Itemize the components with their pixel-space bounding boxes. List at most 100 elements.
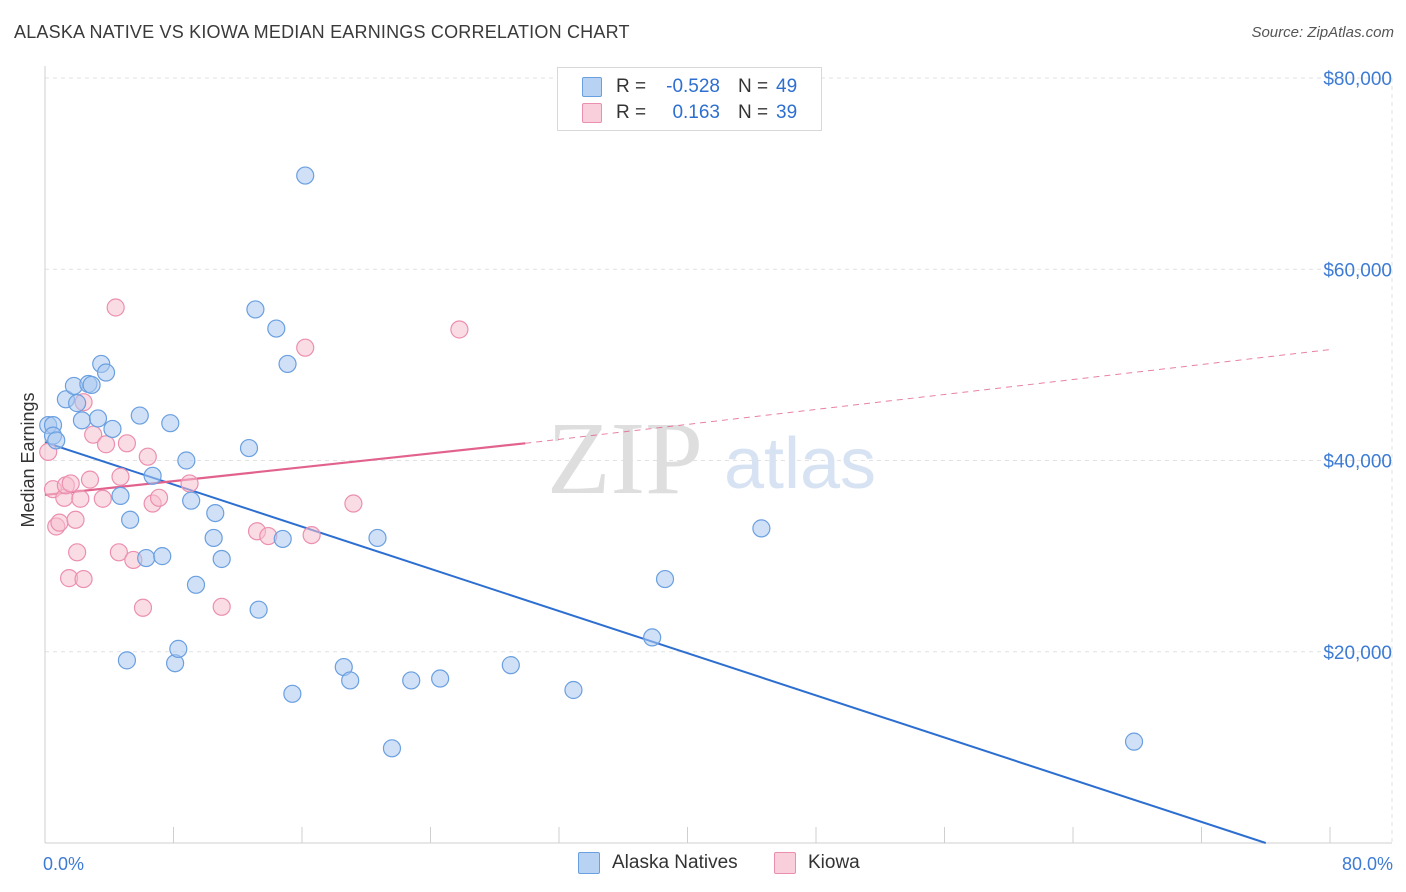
point-kiowa <box>66 510 85 529</box>
y-axis-label: Median Earnings <box>18 392 38 527</box>
y-tick-label: $40,000 <box>1323 452 1392 473</box>
point-alaska-native <box>186 575 206 594</box>
series-legend: Alaska Natives Kiowa <box>0 850 1406 878</box>
y-tick-label: $80,000 <box>1323 69 1392 90</box>
legend-n-value: 49 <box>776 76 798 97</box>
y-tick-label: $60,000 <box>1323 260 1392 281</box>
point-kiowa <box>74 569 93 589</box>
y-tick-labels: $20,000 $40,000 $60,000 $80,000 <box>1323 69 1392 664</box>
legend-n-value: 39 <box>776 102 798 123</box>
point-alaska-native <box>1124 732 1144 751</box>
x-tick-label-min: 0.0% <box>43 854 84 874</box>
source-credit: Source: ZipAtlas.com <box>1251 24 1394 41</box>
watermark-zip: ZIP <box>547 401 703 516</box>
legend-swatch-pink <box>774 852 796 874</box>
point-alaska-native <box>278 354 297 374</box>
legend-row-alaska: R = -0.528 N = 49 <box>582 74 797 100</box>
point-kiowa <box>61 474 80 493</box>
point-alaska-native <box>117 651 137 670</box>
point-alaska-native <box>564 680 583 700</box>
x-tick-label-max: 80.0% <box>1342 854 1393 874</box>
point-kiowa <box>117 434 137 453</box>
point-alaska-native <box>273 529 292 549</box>
point-kiowa <box>180 474 199 493</box>
point-alaska-native <box>143 466 162 485</box>
point-alaska-native <box>239 438 259 458</box>
watermark: ZIP atlas <box>547 401 876 516</box>
point-kiowa <box>96 435 116 454</box>
point-alaska-native <box>153 547 172 566</box>
point-alaska-native <box>182 491 201 510</box>
legend-r-label: R = <box>616 102 647 123</box>
y-tick-label: $20,000 <box>1323 643 1392 664</box>
legend-r-value: -0.528 <box>666 76 720 97</box>
legend-n-label: N = <box>738 102 769 123</box>
point-alaska-native <box>267 319 286 338</box>
legend-swatch-pink <box>582 103 602 123</box>
point-alaska-native <box>368 528 387 548</box>
point-alaska-native <box>246 300 265 319</box>
point-alaska-native <box>402 671 421 690</box>
legend-swatch-blue <box>582 77 602 97</box>
legend-label-alaska-natives: Alaska Natives <box>612 852 738 873</box>
point-kiowa <box>212 597 231 616</box>
point-kiowa <box>133 598 153 617</box>
point-kiowa <box>80 470 100 489</box>
point-alaska-native <box>752 519 771 538</box>
point-alaska-native <box>121 510 140 529</box>
legend-r-value: 0.163 <box>672 102 720 123</box>
point-alaska-native <box>82 375 101 395</box>
point-kiowa <box>106 298 125 317</box>
point-alaska-native <box>204 528 223 548</box>
point-alaska-native <box>382 739 402 758</box>
point-kiowa <box>450 320 469 339</box>
point-alaska-native <box>72 411 92 430</box>
watermark-atlas: atlas <box>724 424 876 504</box>
point-alaska-native <box>655 569 675 589</box>
point-alaska-native <box>137 548 156 568</box>
point-alaska-native <box>501 656 520 675</box>
legend-r-label: R = <box>616 76 647 97</box>
correlation-legend: R = -0.528 N = 49 R = 0.163 N = 39 <box>557 67 822 131</box>
point-kiowa <box>93 489 112 508</box>
point-alaska-native <box>96 363 116 382</box>
point-alaska-native <box>431 669 450 688</box>
legend-swatch-blue <box>578 852 600 874</box>
point-kiowa <box>109 543 128 562</box>
legend-item-kiowa: Kiowa <box>774 852 860 874</box>
x-tick-labels: 0.0% 80.0% <box>43 854 1393 874</box>
point-alaska-native <box>169 639 188 658</box>
data-points <box>39 166 1144 758</box>
point-alaska-native <box>643 628 662 647</box>
point-kiowa <box>84 425 103 444</box>
point-alaska-native <box>341 671 360 690</box>
point-alaska-native <box>68 394 87 413</box>
legend-label-kiowa: Kiowa <box>808 852 860 873</box>
legend-item-alaska-natives: Alaska Natives <box>578 852 738 874</box>
point-kiowa <box>344 494 363 513</box>
trend-line-kiowa <box>44 442 526 497</box>
legend-n-label: N = <box>738 76 769 97</box>
grid-lines <box>45 77 1393 843</box>
point-alaska-native <box>296 166 315 185</box>
point-alaska-native <box>177 451 196 470</box>
point-kiowa <box>296 338 315 357</box>
point-alaska-native <box>212 549 231 569</box>
point-kiowa <box>149 488 169 507</box>
chart-title: ALASKA NATIVE VS KIOWA MEDIAN EARNINGS C… <box>14 22 630 42</box>
point-alaska-native <box>206 503 225 523</box>
point-alaska-native <box>103 419 122 439</box>
point-kiowa <box>68 543 87 562</box>
point-alaska-native <box>161 414 180 433</box>
point-kiowa <box>302 525 321 545</box>
point-kiowa <box>138 447 157 466</box>
trend-line-kiowa-extension <box>525 349 1331 444</box>
point-alaska-native <box>47 431 66 450</box>
point-alaska-native <box>283 684 302 703</box>
point-kiowa <box>111 467 130 486</box>
point-alaska-native <box>130 406 149 425</box>
point-kiowa <box>71 489 90 508</box>
legend-row-kiowa: R = 0.163 N = 39 <box>582 100 797 126</box>
point-alaska-native <box>111 486 130 505</box>
